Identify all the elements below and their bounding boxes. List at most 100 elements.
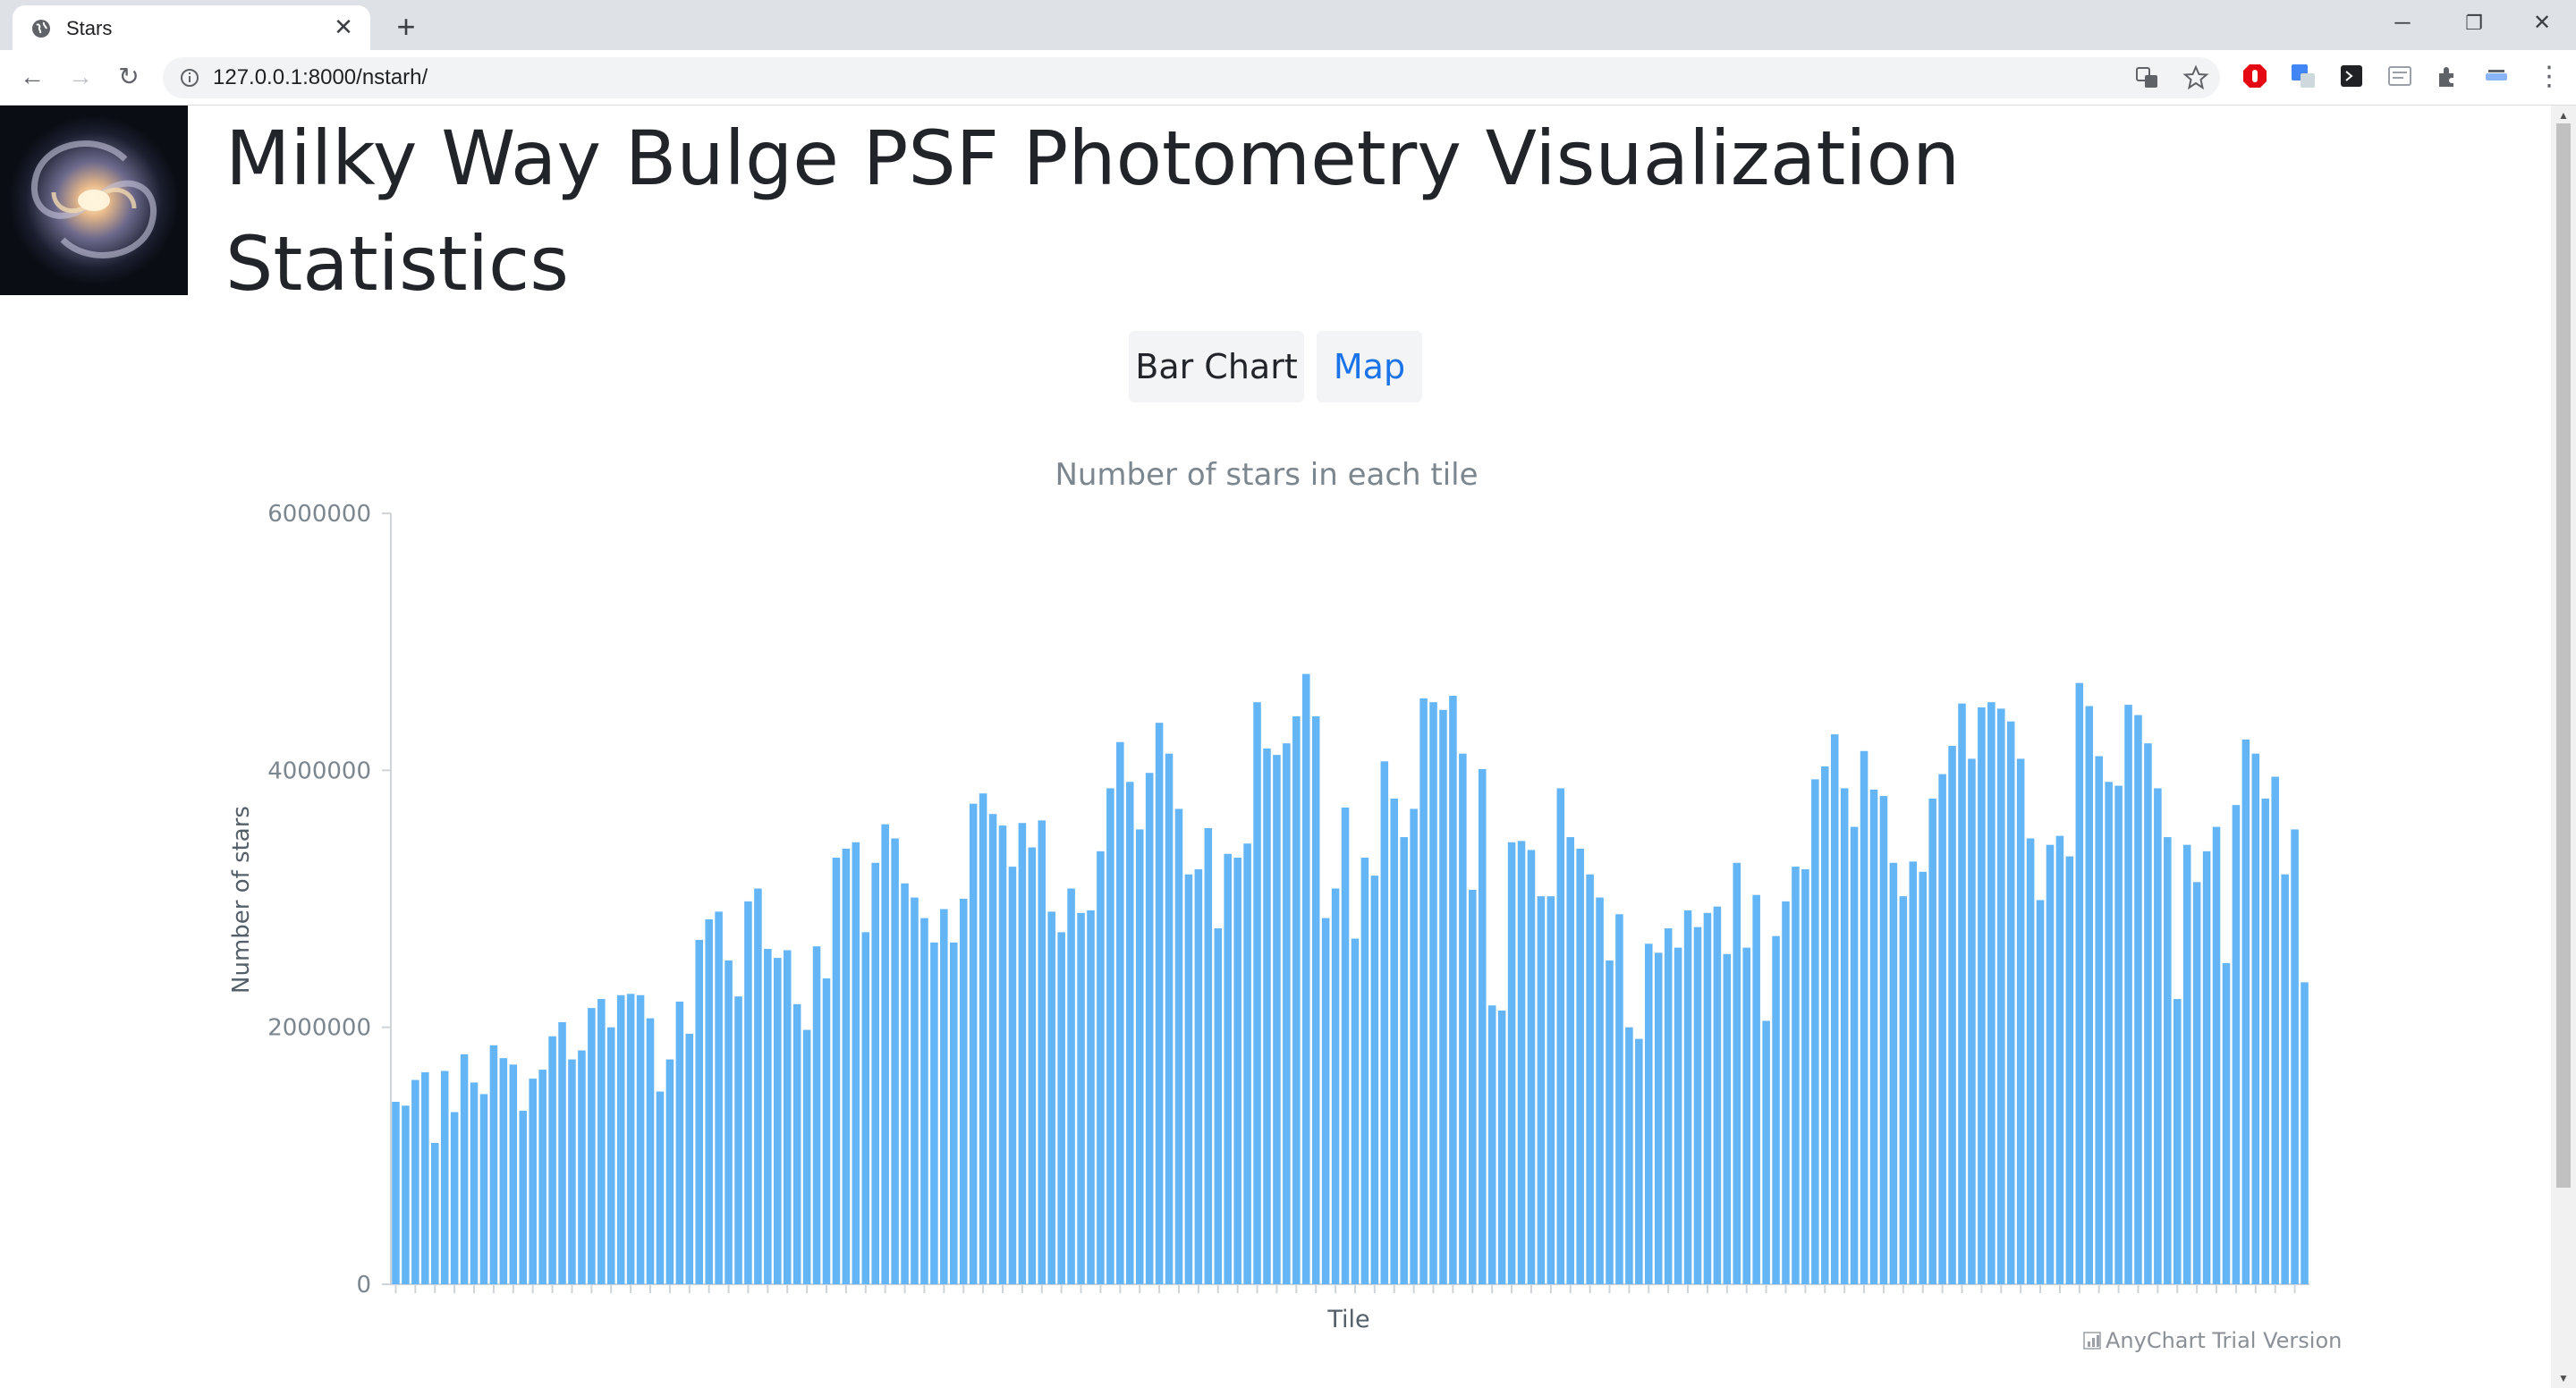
bar[interactable] (1184, 874, 1193, 1284)
bar[interactable] (616, 994, 625, 1284)
bar[interactable] (1978, 707, 1986, 1284)
restore-icon[interactable]: ❐ (2465, 12, 2483, 34)
bar[interactable] (1821, 766, 1829, 1284)
bar[interactable] (2105, 782, 2113, 1284)
bar[interactable] (1038, 820, 1046, 1284)
bar[interactable] (2241, 739, 2250, 1284)
bar[interactable] (764, 949, 772, 1284)
bar[interactable] (1077, 912, 1085, 1284)
bar[interactable] (920, 918, 928, 1284)
bar[interactable] (812, 946, 821, 1284)
bar[interactable] (665, 1059, 674, 1284)
bar[interactable] (1292, 715, 1301, 1284)
bar[interactable] (1713, 906, 1722, 1284)
bar[interactable] (509, 1064, 518, 1284)
bar[interactable] (871, 862, 879, 1284)
google-translate-icon[interactable] (2290, 63, 2317, 89)
bar[interactable] (479, 1094, 488, 1284)
bar[interactable] (1693, 927, 1702, 1284)
scroll-thumb[interactable] (2556, 123, 2571, 1188)
bar[interactable] (2046, 844, 2055, 1284)
star-icon[interactable] (2182, 64, 2209, 91)
bar[interactable] (685, 1033, 694, 1284)
bar[interactable] (1928, 798, 1936, 1284)
bar[interactable] (578, 1050, 586, 1284)
bar[interactable] (2182, 844, 2191, 1284)
bar[interactable] (2036, 900, 2045, 1284)
bar[interactable] (998, 825, 1007, 1284)
bar[interactable] (1087, 910, 1095, 1284)
bar[interactable] (2164, 837, 2172, 1284)
bar[interactable] (950, 942, 958, 1284)
browser-tab[interactable]: Stars ✕ (13, 5, 370, 50)
bar[interactable] (1576, 848, 1584, 1284)
terminal-icon[interactable] (2338, 63, 2365, 89)
plus-icon[interactable]: + (396, 8, 416, 45)
bar[interactable] (744, 901, 752, 1284)
bar[interactable] (402, 1105, 410, 1284)
bar[interactable] (440, 1071, 449, 1284)
bar[interactable] (1487, 1005, 1496, 1284)
bar[interactable] (1341, 808, 1350, 1284)
bar[interactable] (1351, 938, 1360, 1284)
bar[interactable] (1116, 741, 1124, 1284)
bar[interactable] (2251, 753, 2260, 1284)
forward-icon[interactable]: → (68, 63, 93, 90)
bar[interactable] (1723, 953, 1732, 1284)
bar[interactable] (1938, 774, 1946, 1284)
bar[interactable] (1860, 750, 1868, 1284)
bar[interactable] (1752, 894, 1760, 1284)
bar[interactable] (392, 1101, 400, 1284)
bar[interactable] (411, 1079, 419, 1284)
bar[interactable] (1919, 871, 1927, 1284)
bar[interactable] (1449, 696, 1457, 1284)
bar[interactable] (724, 960, 733, 1284)
bar[interactable] (1507, 842, 1516, 1284)
bar[interactable] (911, 897, 919, 1284)
bar[interactable] (1762, 1020, 1770, 1284)
bar[interactable] (1606, 960, 1614, 1284)
bar[interactable] (1792, 867, 1800, 1284)
bar[interactable] (891, 838, 899, 1284)
bar[interactable] (1243, 843, 1251, 1284)
bar[interactable] (1194, 868, 1203, 1284)
bar[interactable] (1566, 837, 1575, 1284)
bar[interactable] (1625, 1027, 1633, 1284)
bar[interactable] (1165, 753, 1174, 1284)
bar[interactable] (421, 1071, 429, 1284)
bar[interactable] (1233, 858, 1241, 1284)
bar[interactable] (802, 1029, 811, 1284)
bar[interactable] (1596, 897, 1604, 1284)
bar[interactable] (588, 1008, 596, 1284)
bar[interactable] (1253, 702, 1261, 1284)
tab-bar-chart[interactable]: Bar Chart (1129, 331, 1304, 402)
bar[interactable] (1517, 841, 1526, 1284)
bar[interactable] (1155, 723, 1164, 1284)
reader-icon[interactable] (2386, 63, 2413, 89)
bar[interactable] (1899, 896, 1908, 1284)
bar[interactable] (861, 932, 870, 1284)
bar[interactable] (969, 803, 978, 1284)
info-icon[interactable] (179, 67, 200, 89)
bar[interactable] (606, 1027, 615, 1284)
bar[interactable] (1459, 753, 1467, 1284)
scroll-up-icon[interactable]: ▲ (2558, 109, 2569, 122)
bar[interactable] (1703, 912, 1712, 1284)
menu-icon[interactable]: ⋮ (2536, 62, 2563, 91)
bar[interactable] (1879, 796, 1888, 1284)
bar[interactable] (1135, 829, 1144, 1284)
bar[interactable] (1439, 709, 1447, 1284)
bar[interactable] (1321, 918, 1330, 1284)
bar[interactable] (1106, 788, 1114, 1284)
bar[interactable] (2154, 788, 2162, 1284)
bar[interactable] (852, 842, 860, 1284)
bar[interactable] (1214, 928, 1223, 1284)
close-icon[interactable]: ✕ (334, 13, 353, 40)
credit-text[interactable]: AnyChart Trial Version (2106, 1328, 2342, 1353)
bar[interactable] (2144, 743, 2152, 1284)
scroll-down-icon[interactable]: ▼ (2558, 1372, 2569, 1384)
bar[interactable] (1174, 808, 1183, 1284)
bar[interactable] (2173, 999, 2182, 1284)
bar[interactable] (1664, 928, 1673, 1284)
bar[interactable] (1782, 901, 1790, 1284)
